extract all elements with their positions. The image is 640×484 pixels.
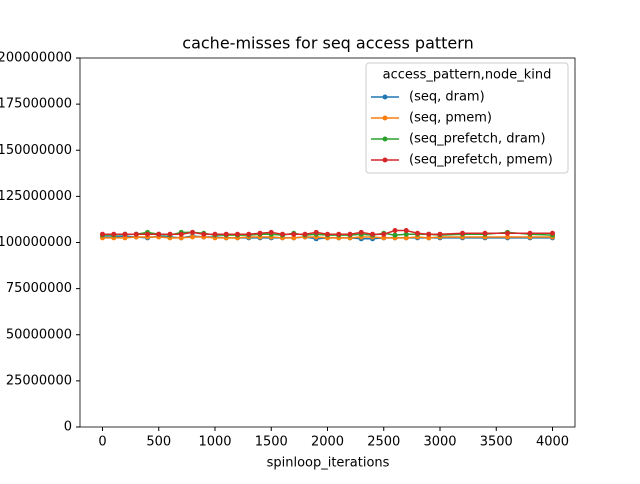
x-tick-label: 1000 xyxy=(198,435,231,450)
x-tick-label: 500 xyxy=(146,435,171,450)
legend-label: (seq, pmem) xyxy=(409,111,492,126)
point xyxy=(403,228,409,234)
y-tick-label: 75000000 xyxy=(6,281,72,296)
point xyxy=(370,231,375,237)
point xyxy=(246,231,252,237)
point xyxy=(403,235,409,241)
x-tick-label: 2500 xyxy=(367,435,400,450)
point xyxy=(235,231,240,237)
point xyxy=(482,230,488,236)
x-tick-label: 3500 xyxy=(480,435,513,450)
point xyxy=(223,231,229,237)
point xyxy=(358,229,364,235)
point xyxy=(291,231,297,237)
point xyxy=(325,231,330,237)
point xyxy=(133,231,139,237)
legend-marker xyxy=(382,94,388,100)
x-tick-label: 2000 xyxy=(311,435,344,450)
legend-marker xyxy=(382,115,388,121)
x-tick-label: 3000 xyxy=(423,435,456,450)
point xyxy=(403,231,409,237)
legend-label: (seq_prefetch, pmem) xyxy=(409,153,553,168)
point xyxy=(505,230,510,236)
point xyxy=(336,231,342,237)
point xyxy=(302,231,308,237)
point xyxy=(111,231,117,237)
y-tick-label: 100000000 xyxy=(0,235,72,250)
y-tick-label: 25000000 xyxy=(6,373,72,388)
point xyxy=(527,230,533,236)
y-tick-label: 200000000 xyxy=(0,51,72,66)
chart-title: cache-misses for seq access pattern xyxy=(182,34,473,53)
point xyxy=(291,235,297,241)
point xyxy=(201,231,207,237)
legend-label: (seq, dram) xyxy=(409,90,485,105)
point xyxy=(122,231,128,237)
point xyxy=(381,231,387,237)
y-tick-label: 150000000 xyxy=(0,143,72,158)
point xyxy=(505,234,510,240)
x-axis-label: spinloop_iterations xyxy=(267,456,390,471)
x-tick-label: 4000 xyxy=(536,435,569,450)
point xyxy=(313,229,319,235)
point xyxy=(437,231,443,237)
legend-marker xyxy=(382,136,388,142)
point xyxy=(190,234,195,240)
y-tick-label: 0 xyxy=(64,420,72,435)
point xyxy=(122,235,128,241)
y-tick-label: 175000000 xyxy=(0,97,72,112)
point xyxy=(178,235,184,241)
point xyxy=(145,231,150,237)
point xyxy=(212,231,218,237)
legend-title: access_pattern,node_kind xyxy=(383,68,552,83)
point xyxy=(460,230,465,236)
x-tick-label: 0 xyxy=(98,435,106,450)
legend-box xyxy=(365,62,569,174)
point xyxy=(426,235,432,241)
y-tick-label: 125000000 xyxy=(0,189,72,204)
point xyxy=(280,231,285,237)
point xyxy=(190,229,195,235)
y-tick-label: 50000000 xyxy=(6,327,72,342)
point xyxy=(426,231,432,237)
point xyxy=(100,231,105,237)
point xyxy=(415,230,420,236)
point xyxy=(167,231,173,237)
point xyxy=(257,230,263,236)
point xyxy=(268,229,274,235)
point xyxy=(392,228,398,234)
point xyxy=(178,231,184,237)
point xyxy=(381,235,387,241)
point xyxy=(392,232,398,238)
legend-marker xyxy=(382,157,388,163)
point xyxy=(156,231,162,237)
legend-label: (seq_prefetch, dram) xyxy=(409,132,546,147)
point xyxy=(550,230,555,236)
x-tick-label: 1500 xyxy=(255,435,288,450)
point xyxy=(347,231,353,237)
